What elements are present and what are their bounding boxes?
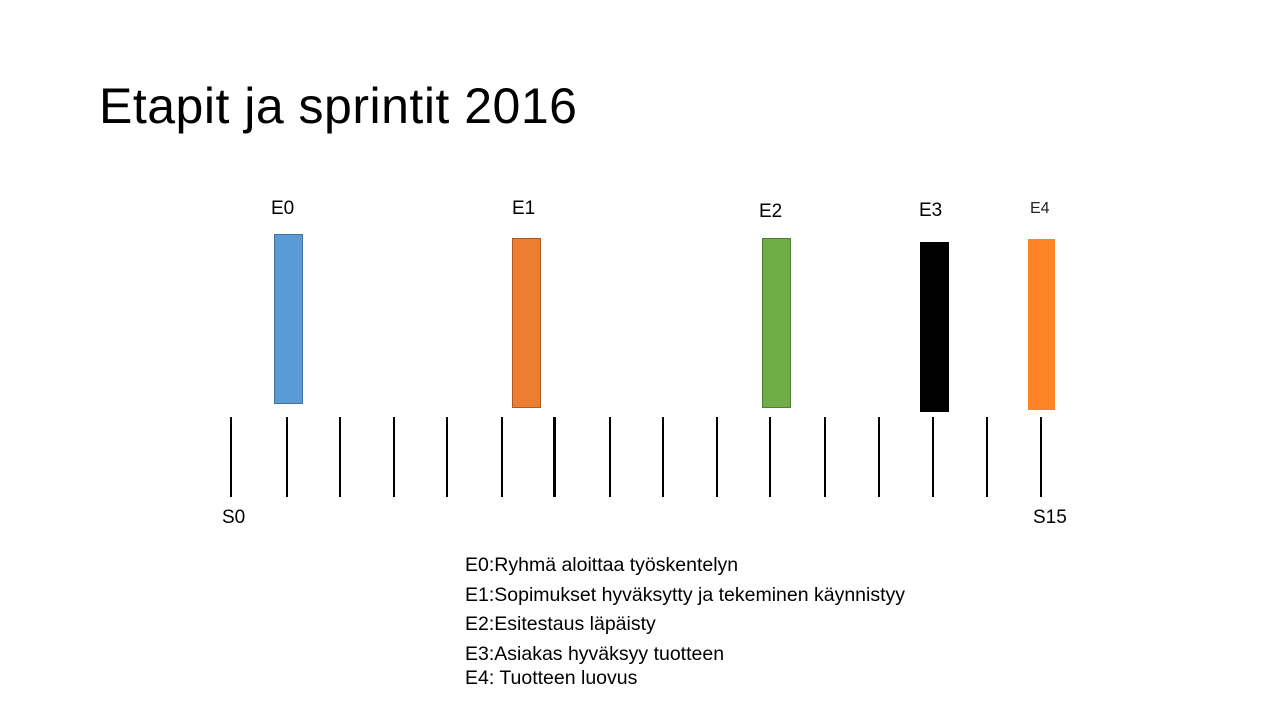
legend-item-e2: E2:Esitestaus läpäisty bbox=[465, 613, 656, 635]
milestone-label-e3: E3 bbox=[919, 200, 943, 221]
sprint-tick bbox=[769, 417, 771, 497]
milestone-label-e4: E4 bbox=[1030, 200, 1050, 217]
legend-item-e0: E0:Ryhmä aloittaa työskentelyn bbox=[465, 554, 739, 576]
milestone-bar-e0 bbox=[274, 234, 303, 404]
sprint-tick bbox=[824, 417, 826, 497]
milestone-bar-e1 bbox=[512, 238, 541, 408]
sprint-tick bbox=[501, 417, 503, 497]
sprint-tick bbox=[286, 417, 288, 497]
sprint-tick bbox=[609, 417, 611, 497]
milestone-label-e0: E0 bbox=[271, 198, 295, 219]
milestone-label-e1: E1 bbox=[512, 198, 536, 219]
sprint-tick bbox=[932, 417, 934, 497]
legend-item-e1: E1:Sopimukset hyväksytty ja tekeminen kä… bbox=[465, 584, 906, 606]
legend-item-e4: E4: Tuotteen luovus bbox=[465, 667, 638, 689]
milestone-bar-e3 bbox=[920, 242, 949, 412]
sprint-tick bbox=[1040, 417, 1042, 497]
sprint-tick bbox=[553, 417, 556, 497]
sprint-tick bbox=[986, 417, 988, 497]
sprint-tick bbox=[716, 417, 718, 497]
milestone-bar-e2 bbox=[762, 238, 791, 408]
milestone-label-e2: E2 bbox=[759, 201, 783, 222]
sprint-tick bbox=[393, 417, 395, 497]
sprint-end-label: S15 bbox=[1033, 507, 1067, 528]
milestone-bar-e4 bbox=[1028, 239, 1055, 410]
sprint-tick bbox=[339, 417, 341, 497]
sprint-tick bbox=[662, 417, 664, 497]
sprint-start-label: S0 bbox=[222, 507, 246, 528]
legend-item-e3: E3:Asiakas hyväksyy tuotteen bbox=[465, 643, 725, 665]
sprint-tick bbox=[230, 417, 232, 497]
sprint-tick bbox=[446, 417, 448, 497]
slide-title: Etapit ja sprintit 2016 bbox=[99, 78, 578, 134]
sprint-tick bbox=[878, 417, 880, 497]
